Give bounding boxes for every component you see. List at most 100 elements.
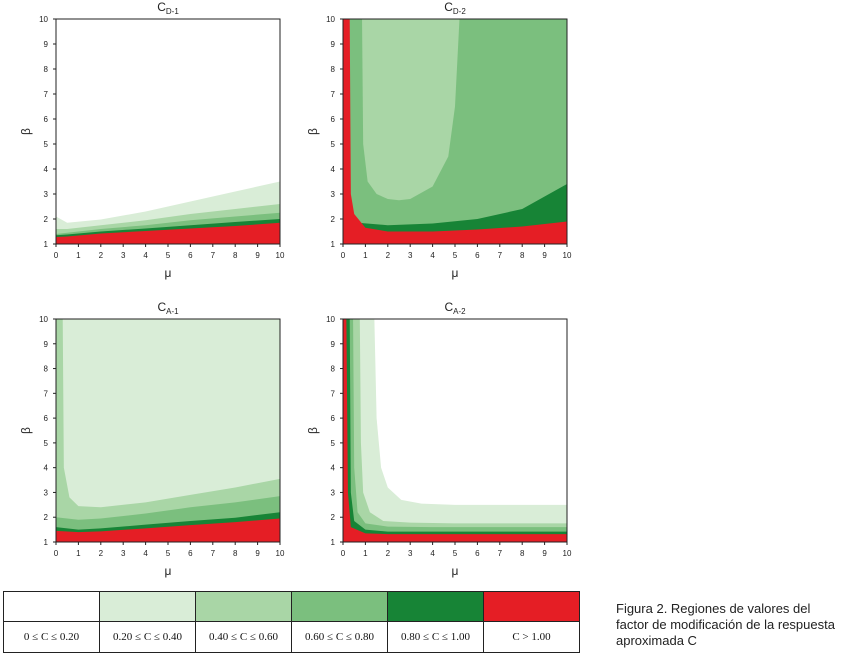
x-tick-label: 6 [188,549,193,558]
y-tick-label: 1 [331,240,336,249]
caption-line: factor de modificación de la respuesta [616,617,835,632]
x-tick-label: 7 [211,251,216,260]
x-tick-label: 2 [99,549,104,558]
y-tick-label: 10 [39,15,48,24]
x-tick-label: 6 [475,251,480,260]
contour-regions [56,19,280,244]
contour-region-c4 [56,19,280,244]
x-tick-label: 7 [211,549,216,558]
x-tick-label: 4 [430,251,435,260]
y-tick-label: 5 [331,140,336,149]
y-tick-label: 6 [44,115,49,124]
x-tick-label: 1 [363,251,368,260]
y-tick-label: 6 [44,414,49,423]
x-tick-label: 0 [341,549,346,558]
legend-label-row: 0 ≤ C ≤ 0.20 0.20 ≤ C ≤ 0.40 0.40 ≤ C ≤ … [3,621,580,653]
x-tick-label: 4 [143,251,148,260]
chart-title: CA-1 [157,300,179,316]
chart-title: CA-2 [444,300,466,316]
color-legend: 0 ≤ C ≤ 0.20 0.20 ≤ C ≤ 0.40 0.40 ≤ C ≤ … [3,591,580,653]
y-tick-label: 6 [331,414,336,423]
x-tick-label: 7 [498,549,503,558]
x-tick-label: 0 [341,251,346,260]
x-tick-label: 2 [386,549,391,558]
y-tick-label: 4 [331,165,336,174]
x-tick-label: 8 [520,251,525,260]
x-tick-label: 4 [143,549,148,558]
legend-swatch-row [3,591,580,622]
caption-line: Figura 2. Regiones de valores del [616,601,811,616]
y-tick-label: 1 [331,538,336,547]
legend-label: 0.60 ≤ C ≤ 0.80 [291,621,388,653]
x-tick-label: 3 [121,549,126,558]
x-tick-label: 5 [166,251,171,260]
y-tick-label: 3 [44,190,49,199]
legend-label: C > 1.00 [483,621,580,653]
x-tick-label: 1 [76,549,81,558]
contour-region-c4 [56,319,280,542]
caption-line: aproximada C [616,633,697,648]
y-tick-label: 7 [331,90,336,99]
x-tick-label: 10 [276,251,285,260]
x-axis-label: μ [165,564,172,578]
legend-label: 0 ≤ C ≤ 0.20 [3,621,100,653]
x-axis-label: μ [452,266,459,280]
y-tick-label: 3 [331,488,336,497]
y-tick-label: 9 [331,340,336,349]
contour-region-c2 [343,319,567,542]
x-tick-label: 5 [453,549,458,558]
x-tick-label: 0 [54,251,59,260]
x-axis-label: μ [452,564,459,578]
x-tick-label: 8 [233,549,238,558]
x-tick-label: 3 [121,251,126,260]
contour-regions [56,319,280,542]
legend-swatch [291,591,388,622]
x-tick-label: 1 [363,549,368,558]
y-tick-label: 2 [331,215,336,224]
y-tick-label: 8 [331,65,336,74]
legend-label: 0.40 ≤ C ≤ 0.60 [195,621,292,653]
x-tick-label: 4 [430,549,435,558]
x-tick-label: 3 [408,251,413,260]
x-tick-label: 10 [563,549,572,558]
x-tick-label: 5 [453,251,458,260]
legend-swatch [99,591,196,622]
legend-label: 0.20 ≤ C ≤ 0.40 [99,621,196,653]
chart-title: CD-2 [444,0,466,16]
y-axis-label: β [19,427,33,434]
y-tick-label: 5 [44,140,49,149]
y-tick-label: 5 [331,439,336,448]
y-tick-label: 9 [331,40,336,49]
x-tick-label: 6 [475,549,480,558]
y-tick-label: 10 [326,315,335,324]
legend-swatch [195,591,292,622]
chart-title: CD-1 [157,0,179,16]
x-tick-label: 9 [255,251,260,260]
y-tick-label: 1 [44,240,49,249]
y-tick-label: 10 [326,15,335,24]
x-tick-label: 7 [498,251,503,260]
y-tick-label: 1 [44,538,49,547]
y-tick-label: 2 [44,215,49,224]
x-tick-label: 8 [233,251,238,260]
y-tick-label: 8 [44,65,49,74]
legend-swatch [483,591,580,622]
y-tick-label: 4 [44,165,49,174]
y-axis-label: β [19,128,33,135]
y-tick-label: 4 [44,464,49,473]
x-tick-label: 9 [542,549,547,558]
x-tick-label: 10 [276,549,285,558]
x-tick-label: 10 [563,251,572,260]
contour-region-c2 [362,19,460,201]
y-tick-label: 8 [44,365,49,374]
contour-regions [343,19,567,244]
y-tick-label: 8 [331,365,336,374]
y-tick-label: 7 [331,389,336,398]
y-tick-label: 5 [44,439,49,448]
y-tick-label: 3 [44,488,49,497]
x-tick-label: 8 [520,549,525,558]
